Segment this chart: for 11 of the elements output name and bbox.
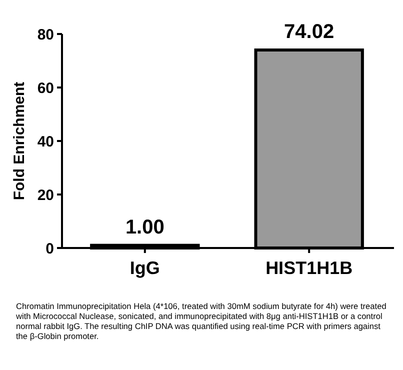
x-tick-label: HIST1H1B	[266, 258, 353, 278]
data-label: 74.02	[284, 20, 334, 43]
y-tick-label: 0	[46, 240, 54, 258]
y-axis-title: Fold Enrichment	[11, 82, 28, 200]
y-tick-label: 60	[37, 80, 54, 97]
x-tick-label: IgG	[130, 258, 160, 278]
y-tick-label: 80	[37, 26, 54, 44]
y-tick-label: 40	[37, 133, 54, 150]
text: Chromatin Immunoprecipitation Hela (4*106, treated with 30mM sodium butyrate for 4h) were treated with Micrococcal Nuclease, sonicated, and immunoprecipitated with 8μg anti-HIST1H1B or a control normal rabbit IgG. The resulting ChIP DNA was quantified using real-time PCR with primers against the β-Globin promoter.	[16, 301, 387, 341]
data-label: 1.00	[125, 216, 164, 238]
y-tick-label: 20	[37, 186, 54, 204]
